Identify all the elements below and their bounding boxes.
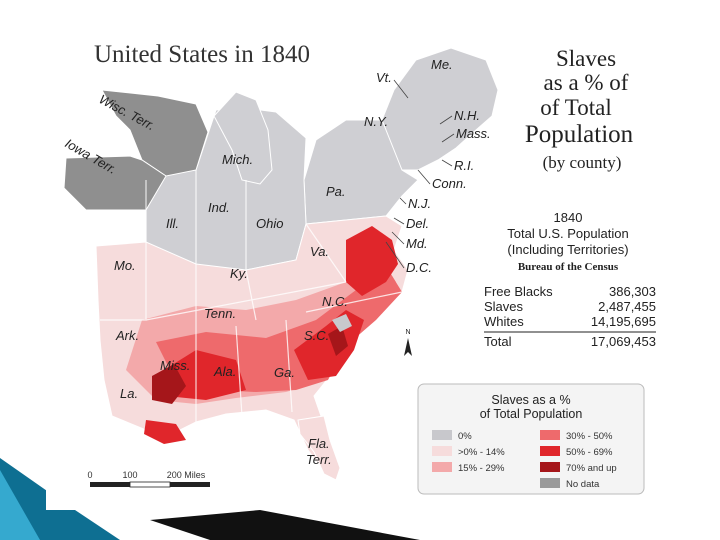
map-canvas: United States in 1840 Me. Vt. N.H. Mass.… bbox=[63, 41, 656, 495]
census-row-label-2: Whites bbox=[484, 314, 524, 329]
legend-label-5: 70% and up bbox=[566, 463, 617, 474]
legend-label-3: 30% - 50% bbox=[566, 431, 613, 442]
label-south-carolina: S.C. bbox=[304, 328, 329, 343]
label-vermont: Vt. bbox=[376, 70, 392, 85]
region-florida bbox=[297, 415, 341, 481]
label-michigan: Mich. bbox=[222, 152, 253, 167]
census-line-1: Total U.S. Population bbox=[507, 226, 628, 241]
label-kentucky: Ky. bbox=[230, 266, 248, 281]
label-tennessee: Tenn. bbox=[204, 306, 236, 321]
legend-label-2: 15% - 29% bbox=[458, 463, 505, 474]
subtitle-line-3: of Total bbox=[540, 95, 611, 120]
region-michigan bbox=[213, 91, 273, 185]
subtitle-line-4: Population bbox=[525, 121, 634, 148]
scale-bar: 0 100 200 Miles bbox=[87, 470, 210, 488]
label-florida-1: Fla. bbox=[308, 436, 330, 451]
north-arrow: N bbox=[404, 329, 412, 356]
label-missouri: Mo. bbox=[114, 258, 136, 273]
label-delaware: Del. bbox=[406, 216, 429, 231]
legend-swatch-2 bbox=[432, 462, 452, 472]
subtitle-by-county: (by county) bbox=[543, 153, 622, 172]
label-dc: D.C. bbox=[406, 260, 432, 275]
label-rhode-island: R.I. bbox=[454, 158, 474, 173]
census-row-value-0: 386,303 bbox=[609, 284, 656, 299]
region-band-higher bbox=[346, 226, 398, 296]
census-row-value-2: 14,195,695 bbox=[591, 314, 656, 329]
census-block: 1840 Total U.S. Population (Including Te… bbox=[484, 210, 656, 349]
legend-swatch-0 bbox=[432, 430, 452, 440]
label-florida-2: Terr. bbox=[306, 452, 332, 467]
subtitle-line-2: as a % of bbox=[544, 70, 629, 95]
census-row-label-1: Slaves bbox=[484, 299, 524, 314]
census-total-value: 17,069,453 bbox=[591, 334, 656, 349]
label-mississippi: Miss. bbox=[160, 358, 190, 373]
region-band-top-2 bbox=[328, 326, 348, 356]
label-indiana: Ind. bbox=[208, 200, 230, 215]
census-line-3: Bureau of the Census bbox=[518, 261, 619, 273]
region-band-top bbox=[152, 364, 186, 404]
map-regions bbox=[63, 47, 499, 481]
legend-title-2: of Total Population bbox=[480, 407, 583, 421]
region-iowa-terr bbox=[63, 155, 167, 211]
label-maine: Me. bbox=[431, 57, 453, 72]
label-alabama: Ala. bbox=[213, 364, 236, 379]
census-row-value-1: 2,487,455 bbox=[598, 299, 656, 314]
scale-tick-1: 100 bbox=[122, 470, 137, 480]
legend-swatch-3 bbox=[540, 430, 560, 440]
census-year: 1840 bbox=[554, 210, 583, 225]
region-la-delta bbox=[144, 420, 186, 444]
legend-swatch-5 bbox=[540, 462, 560, 472]
map-figure: United States in 1840 Me. Vt. N.H. Mass.… bbox=[46, 20, 670, 510]
state-borders bbox=[100, 170, 403, 422]
label-illinois: Ill. bbox=[166, 216, 179, 231]
label-connecticut: Conn. bbox=[432, 176, 467, 191]
label-new-hampshire: N.H. bbox=[454, 108, 480, 123]
label-virginia: Va. bbox=[310, 244, 329, 259]
legend-label-1: >0% - 14% bbox=[458, 447, 505, 458]
leader-lines bbox=[385, 79, 455, 269]
label-north-carolina: N.C. bbox=[322, 294, 348, 309]
label-new-jersey: N.J. bbox=[408, 196, 431, 211]
legend-swatch-1 bbox=[432, 446, 452, 456]
map-title: United States in 1840 bbox=[94, 41, 310, 68]
subtitle-line-1: Slaves bbox=[556, 46, 616, 71]
region-wisc-terr bbox=[101, 89, 209, 177]
legend-swatch-6 bbox=[540, 478, 560, 488]
label-maryland: Md. bbox=[406, 236, 428, 251]
label-ohio: Ohio bbox=[256, 216, 283, 231]
census-total-label: Total bbox=[484, 334, 512, 349]
north-label: N bbox=[405, 329, 410, 336]
label-massachusetts: Mass. bbox=[456, 126, 491, 141]
subtitle-block: Slaves as a % of of Total Population (by… bbox=[525, 46, 634, 172]
label-pennsylvania: Pa. bbox=[326, 184, 346, 199]
legend-label-4: 50% - 69% bbox=[566, 447, 613, 458]
legend-label-0: 0% bbox=[458, 431, 472, 442]
label-arkansas: Ark. bbox=[115, 328, 139, 343]
label-new-york: N.Y. bbox=[364, 114, 388, 129]
legend-swatch-4 bbox=[540, 446, 560, 456]
legend-label-6: No data bbox=[566, 479, 600, 490]
legend-title-1: Slaves as a % bbox=[491, 393, 570, 407]
census-line-2: (Including Territories) bbox=[507, 242, 628, 257]
label-georgia: Ga. bbox=[274, 365, 295, 380]
region-sc-zero bbox=[332, 314, 352, 332]
legend-box bbox=[417, 383, 645, 495]
legend: Slaves as a % of Total Population 0% >0%… bbox=[417, 383, 645, 495]
scale-tick-2: 200 Miles bbox=[167, 470, 206, 480]
label-louisiana: La. bbox=[120, 386, 138, 401]
census-row-label-0: Free Blacks bbox=[484, 284, 553, 299]
scale-tick-0: 0 bbox=[87, 470, 92, 480]
